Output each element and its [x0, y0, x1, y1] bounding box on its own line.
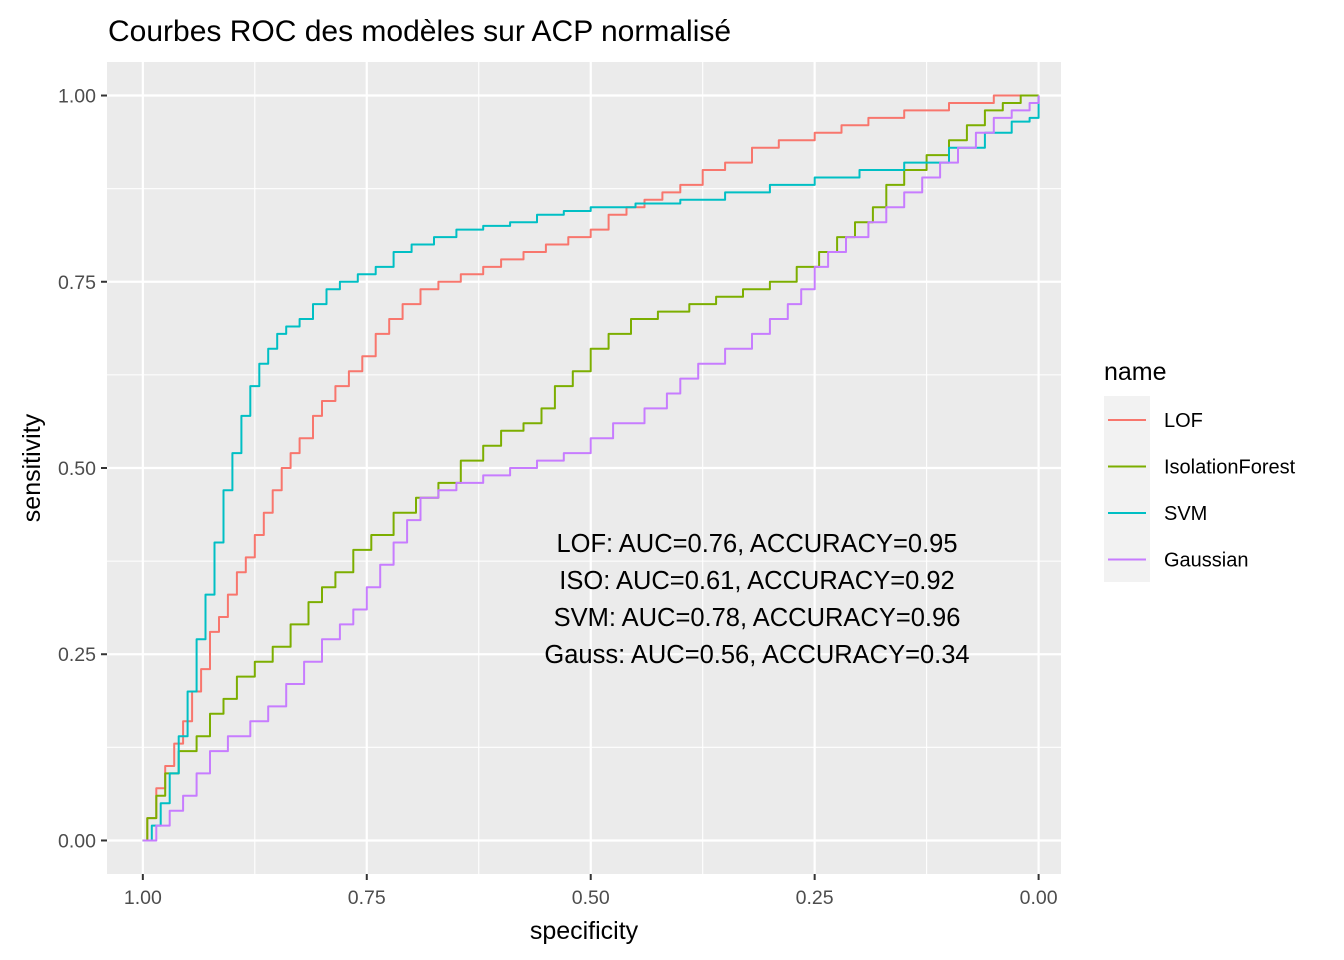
y-tick-label: 0.25 [58, 644, 96, 666]
series-line-gaussian [142, 95, 1040, 842]
legend-item-label: SVM [1164, 503, 1207, 525]
annotation-line: SVM: AUC=0.78, ACCURACY=0.96 [554, 604, 961, 632]
y-tick-label: 0.75 [58, 272, 96, 294]
x-axis-ticks: 1.00 0.75 0.50 0.25 0.00 [124, 874, 1058, 909]
annotation-line: ISO: AUC=0.61, ACCURACY=0.92 [559, 567, 954, 595]
y-tick-label: 1.00 [58, 86, 96, 108]
legend-title: name [1104, 358, 1167, 386]
auc-annotations: LOF: AUC=0.76, ACCURACY=0.95 ISO: AUC=0.6… [544, 530, 969, 669]
x-axis-title: specificity [530, 917, 639, 945]
legend-item-label: LOF [1164, 410, 1203, 432]
y-axis-title: sensitivity [18, 413, 46, 522]
series-line-isolationforest [142, 94, 1039, 842]
legend-item-label: Gaussian [1164, 550, 1249, 572]
x-tick-label: 0.25 [796, 887, 834, 909]
x-tick-label: 0.75 [348, 887, 386, 909]
x-tick-label: 0.00 [1020, 887, 1058, 909]
y-tick-label: 0.00 [58, 830, 96, 852]
annotation-line: Gauss: AUC=0.56, ACCURACY=0.34 [544, 641, 969, 669]
x-tick-label: 0.50 [572, 887, 610, 909]
x-tick-label: 1.00 [124, 887, 162, 909]
chart-title: Courbes ROC des modèles sur ACP normalis… [108, 15, 731, 48]
series-line-lof [142, 94, 1039, 842]
y-tick-label: 0.50 [58, 458, 96, 480]
series-layer [142, 94, 1040, 842]
legend: name LOF IsolationForest SVM Gaussian [1104, 358, 1296, 582]
annotation-line: LOF: AUC=0.76, ACCURACY=0.95 [556, 530, 957, 558]
legend-item-label: IsolationForest [1164, 457, 1296, 479]
series-line-svm [142, 95, 1040, 842]
legend-key-background [1104, 396, 1150, 582]
major-grid [107, 62, 1061, 874]
y-axis-ticks: 0.00 0.25 0.50 0.75 1.00 [58, 86, 107, 852]
